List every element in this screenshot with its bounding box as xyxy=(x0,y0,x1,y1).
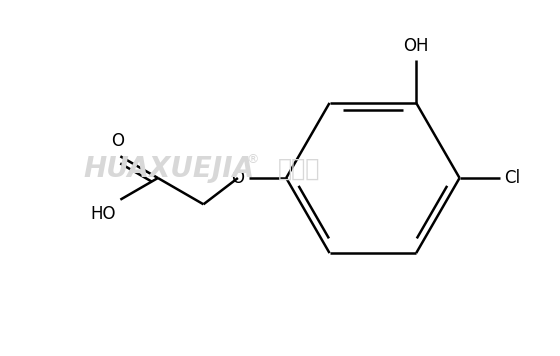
Text: O: O xyxy=(111,132,124,150)
Text: Cl: Cl xyxy=(504,169,520,187)
Text: HUAXUEJIA: HUAXUEJIA xyxy=(83,155,254,183)
Text: OH: OH xyxy=(403,37,429,54)
Text: O: O xyxy=(231,169,244,187)
Text: 化学加: 化学加 xyxy=(277,157,320,181)
Text: ®: ® xyxy=(246,153,258,166)
Text: HO: HO xyxy=(90,205,115,222)
